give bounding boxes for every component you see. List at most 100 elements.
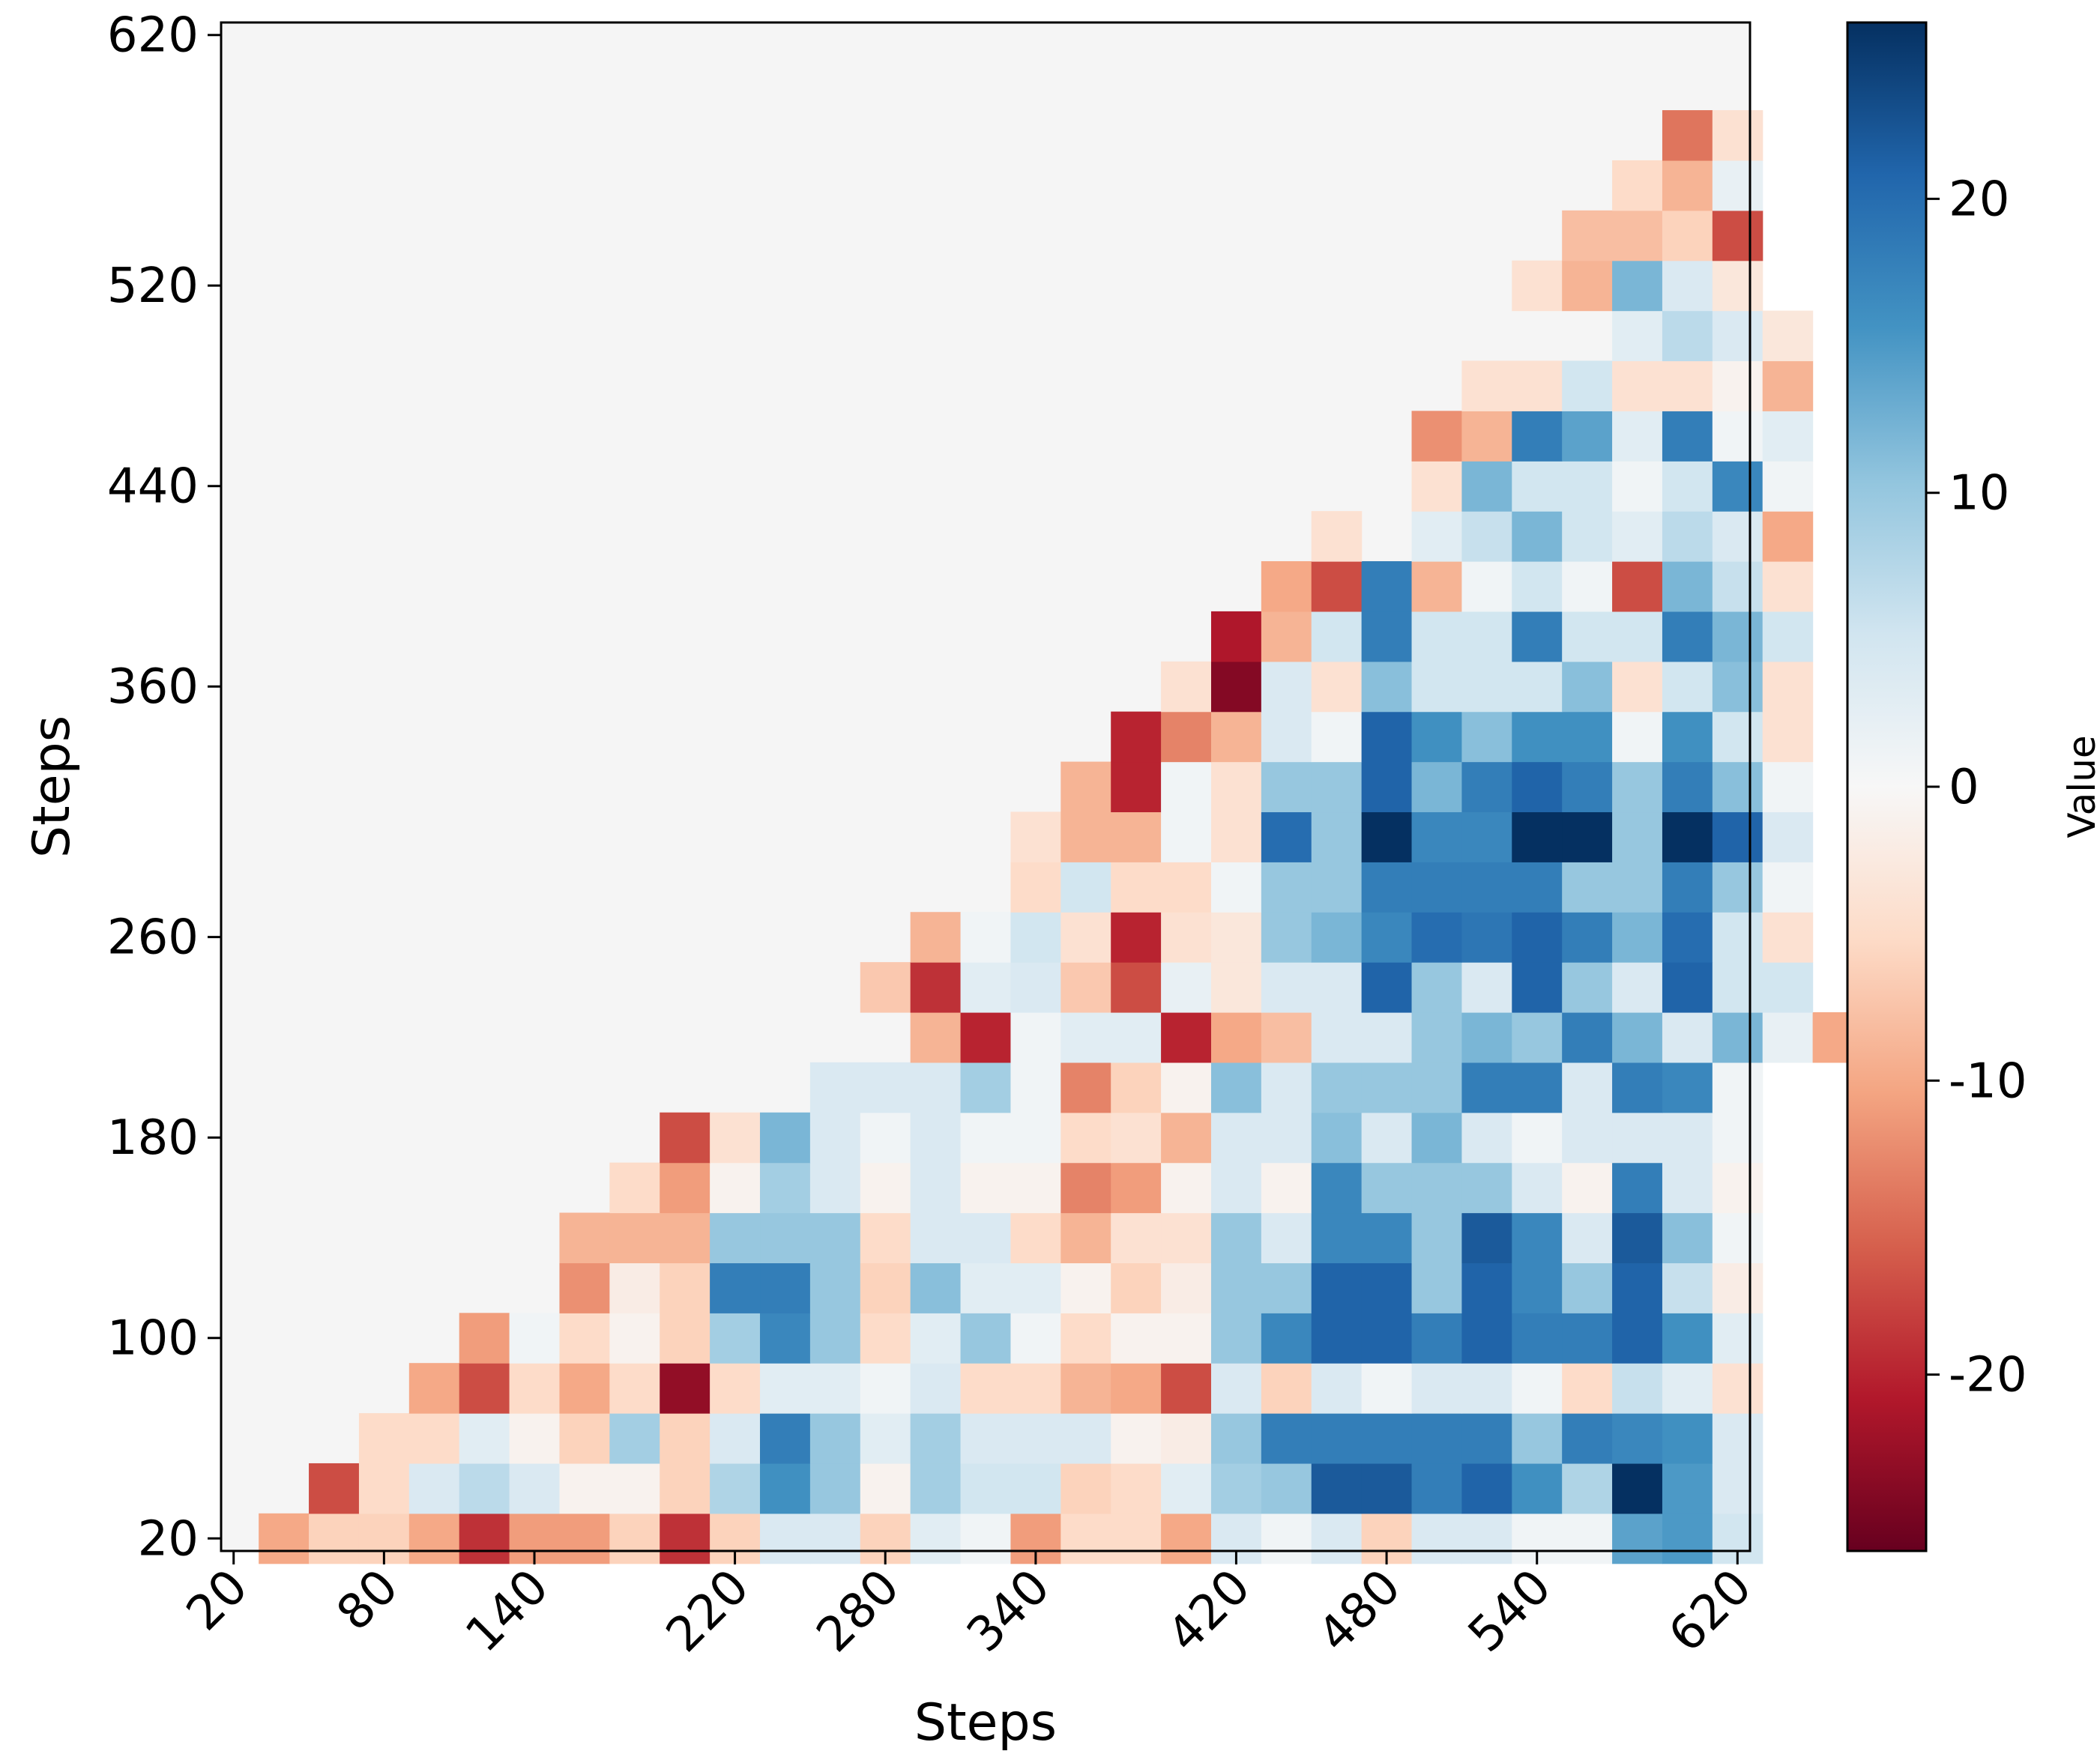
heatmap-cell [1361,1011,1413,1063]
heatmap-cell [1612,1363,1663,1414]
heatmap-cell [1712,360,1763,411]
heatmap-cell [1662,862,1713,913]
heatmap-cell [1411,1313,1463,1364]
heatmap-cell [1010,1112,1061,1164]
heatmap-cell [1111,1413,1162,1464]
heatmap-cell [1111,811,1162,862]
heatmap-cell [1060,962,1111,1013]
heatmap-cell [1010,1062,1061,1113]
heatmap-cell [1261,1162,1312,1214]
heatmap-cell [1111,862,1162,913]
heatmap-cell [1261,1062,1312,1113]
heatmap-cell [1261,1011,1312,1063]
heatmap-cell [1411,461,1463,512]
heatmap-cell [1411,1062,1463,1113]
y-tick-label: 100 [107,1311,199,1367]
heatmap-cell [1411,761,1463,813]
x-tick-label: 340 [956,1559,1060,1663]
heatmap-cell [1512,811,1563,862]
heatmap-cell [1562,461,1613,512]
heatmap-cell [1311,1112,1363,1164]
heatmap-cell [1712,1112,1763,1164]
heatmap-cell [1562,1011,1613,1063]
heatmap-cell [1712,1363,1763,1414]
heatmap-cell [509,1413,561,1464]
heatmap-cell [1512,260,1563,312]
heatmap-cell [1111,1513,1162,1564]
heatmap-cell [1662,160,1713,211]
heatmap-cell [459,1413,510,1464]
heatmap-cell [1261,1313,1312,1364]
heatmap-cell [1010,912,1061,963]
heatmap-cell [1411,912,1463,963]
heatmap-cell [1311,962,1363,1013]
heatmap-cell [1111,711,1162,763]
heatmap-cell [509,1363,561,1414]
heatmap-cell [1712,912,1763,963]
heatmap-cell [1662,1062,1713,1113]
y-tick-label: 440 [107,459,199,515]
heatmap-cell [1662,210,1713,261]
heatmap-cell [1461,1212,1512,1264]
heatmap-cell [1512,1062,1563,1113]
heatmap-cell [1662,110,1713,161]
heatmap-cell [1612,1162,1663,1214]
heatmap-cell [1161,1112,1212,1164]
heatmap-cell [910,1011,962,1063]
heatmap-cell [760,1363,811,1414]
x-tick-label: 280 [806,1559,911,1663]
x-tick-label: 620 [1659,1559,1763,1663]
colorbar-label: Value [2060,735,2100,838]
heatmap-cell [960,1212,1012,1264]
heatmap-cell [1612,210,1663,261]
heatmap-cell [1662,912,1713,963]
heatmap-cell [1161,1011,1212,1063]
heatmap-cell [1712,1162,1763,1214]
heatmap-cell [910,1212,962,1264]
heatmap-cell [760,1313,811,1364]
heatmap-cell [1562,962,1613,1013]
heatmap-cell [1361,1413,1413,1464]
heatmap-cell [1361,1062,1413,1113]
heatmap-cell [1612,360,1663,411]
heatmap-cell [1210,1413,1262,1464]
heatmap-cell [1461,511,1512,562]
heatmap-cell [809,1313,861,1364]
heatmap-cell [1461,411,1512,462]
heatmap-cell [809,1463,861,1514]
heatmap-cell [1261,561,1312,612]
heatmap-cell [660,1413,710,1464]
heatmap-cell [1612,811,1663,862]
colorbar-tick-label: 20 [1949,172,2009,227]
heatmap-cell [1662,1212,1713,1264]
heatmap-cell [910,1262,962,1313]
heatmap-cell [1311,1413,1363,1464]
heatmap-cell [1210,611,1262,662]
heatmap-cell [1461,1062,1512,1113]
heatmap-cell [1111,1011,1162,1063]
heatmap-cell [1512,611,1563,662]
heatmap-cell [660,1363,710,1414]
heatmap-cell [1662,1162,1713,1214]
heatmap-cell [408,1413,460,1464]
heatmap-cell [1662,260,1713,312]
heatmap-cell [1161,811,1212,862]
heatmap-cell [1361,561,1413,612]
heatmap-cell [1411,1011,1463,1063]
heatmap-cell [1411,1413,1463,1464]
heatmap-cell [760,1413,811,1464]
heatmap-cell [960,912,1012,963]
colorbar-tick-label: 10 [1949,466,2009,521]
heatmap-cell [1161,1162,1212,1214]
heatmap-cell [660,1112,710,1164]
heatmap-cell [1562,1313,1613,1364]
heatmap-cell [1562,611,1613,662]
heatmap-cell [1562,561,1613,612]
heatmap-cell [1762,461,1814,512]
heatmap-cell [809,1413,861,1464]
x-tick-label: 20 [176,1559,259,1642]
heatmap-cell [559,1413,610,1464]
heatmap-cell [459,1513,510,1564]
heatmap-cell [1762,1011,1814,1063]
heatmap-cell [1461,1363,1512,1414]
